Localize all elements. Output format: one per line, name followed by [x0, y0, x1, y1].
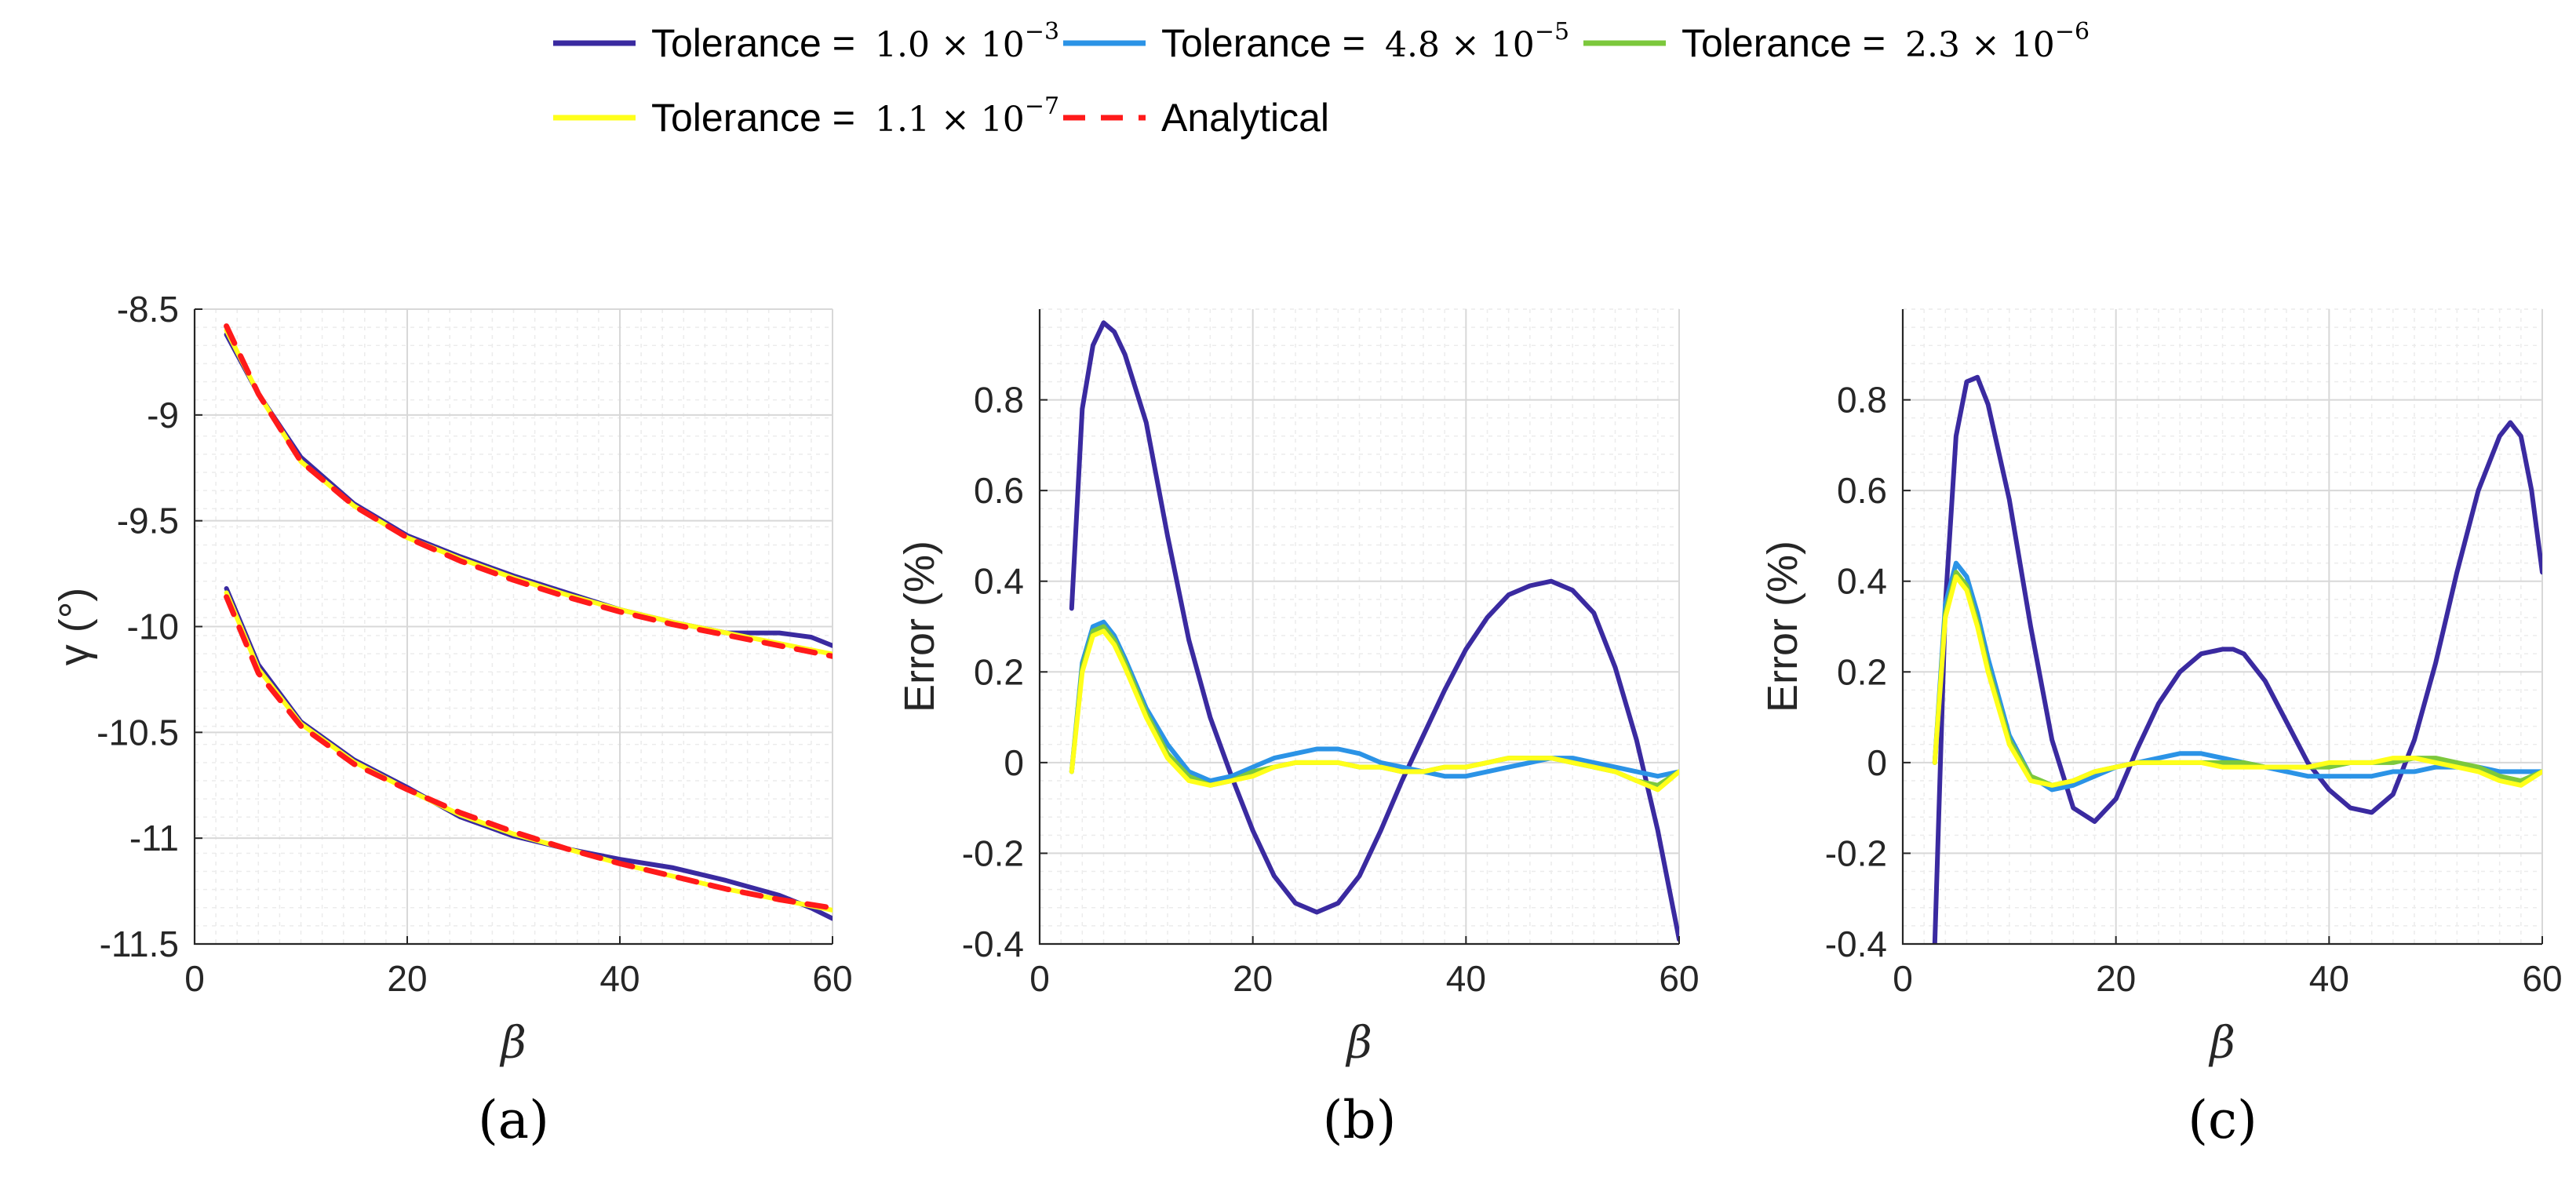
x-tick-label: 40 — [1446, 958, 1486, 999]
legend-entry: Analytical — [1063, 96, 1329, 140]
y-tick-label: 0.8 — [974, 380, 1024, 421]
legend-label: Analytical — [1161, 96, 1329, 140]
y-tick-label: -0.4 — [1825, 924, 1887, 964]
grid — [194, 308, 833, 945]
legend-math: 2.3 × 10−6 — [1905, 18, 2090, 65]
series-group — [1069, 320, 1679, 942]
x-tick-label: 60 — [2522, 958, 2562, 999]
y-tick-label: 0.6 — [974, 470, 1024, 511]
y-tick-label: 0.2 — [974, 651, 1024, 692]
x-tick-label: 20 — [387, 958, 427, 999]
series-line — [1069, 320, 1679, 942]
legend-entry: Tolerance = 1.1 × 10−7 — [553, 93, 1059, 140]
x-tick-label: 0 — [1893, 958, 1913, 999]
x-tick-label: 40 — [2309, 958, 2349, 999]
y-axis-label: Error (%) — [896, 541, 943, 712]
y-axis-label: Error (%) — [1759, 541, 1806, 712]
x-axis-label: β — [499, 1018, 526, 1069]
y-tick-label: 0.4 — [974, 561, 1024, 602]
chart-panel: 0 20 40 60 -0.4 -0.2 0 0.2 0.4 0.6 0.8 β Error (%) (b… — [896, 308, 1700, 1150]
series-line — [224, 594, 833, 911]
legend-math: 4.8 × 10−5 — [1385, 18, 1569, 65]
chart-panel: 0 20 40 60 -11.5 -11 -10.5 -10 -9.5 -9 -8.5 β γ (°) (… — [51, 289, 853, 1150]
y-tick-label: -9 — [147, 395, 179, 435]
chart-panels: 0 20 40 60 -11.5 -11 -10.5 -10 -9.5 -9 -8.5 β γ (°) (… — [51, 289, 2563, 1150]
series-line — [224, 328, 833, 657]
y-tick-label: -8.5 — [117, 289, 179, 330]
legend: Tolerance = 1.0 × 10−3 Tolerance = 4.8 × 10… — [553, 18, 2090, 140]
series-line — [1069, 619, 1679, 783]
x-tick-label: 0 — [1029, 958, 1050, 999]
y-tick-label: 0 — [1867, 742, 1887, 783]
series-group — [1932, 374, 2542, 944]
y-tick-label: -9.5 — [117, 501, 179, 541]
legend-math: 1.0 × 10−3 — [875, 18, 1059, 65]
y-tick-label: -11.5 — [100, 924, 179, 964]
legend-math: 1.1 × 10−7 — [875, 93, 1059, 140]
x-tick-label: 60 — [812, 958, 852, 999]
x-tick-label: 40 — [599, 958, 639, 999]
y-tick-label: -0.4 — [962, 924, 1024, 964]
y-tick-label: -10.5 — [97, 712, 179, 753]
y-tick-label: -0.2 — [1825, 833, 1887, 873]
y-axis-label: γ (°) — [51, 588, 98, 666]
legend-label: Tolerance = — [651, 21, 855, 65]
x-axis-label: β — [1345, 1018, 1372, 1069]
legend-entry: Tolerance = 1.0 × 10−3 — [553, 18, 1059, 65]
y-tick-label: 0 — [1004, 742, 1024, 783]
x-axis-label: β — [2208, 1018, 2235, 1069]
series-line — [1932, 374, 2542, 944]
legend-label: Tolerance = — [651, 96, 855, 140]
series-line — [1932, 574, 2542, 788]
legend-entry: Tolerance = 4.8 × 10−5 — [1063, 18, 1569, 65]
legend-label: Tolerance = — [1682, 21, 1886, 65]
legend-entry: Tolerance = 2.3 × 10−6 — [1583, 18, 2090, 65]
series-line — [1069, 629, 1679, 793]
y-tick-label: 0.8 — [1837, 380, 1887, 421]
chart-panel: 0 20 40 60 -0.4 -0.2 0 0.2 0.4 0.6 0.8 β Error (%) (c… — [1759, 308, 2563, 1150]
x-tick-label: 0 — [184, 958, 205, 999]
x-tick-label: 20 — [1233, 958, 1273, 999]
panel-label: (a) — [478, 1090, 549, 1150]
panel-label: (c) — [2188, 1090, 2257, 1150]
grid — [1039, 308, 1680, 945]
y-tick-label: -0.2 — [962, 833, 1024, 873]
y-tick-label: 0.4 — [1837, 561, 1887, 602]
y-tick-label: -11 — [129, 818, 179, 858]
x-tick-label: 20 — [2096, 958, 2136, 999]
y-tick-label: 0.6 — [1837, 470, 1887, 511]
y-tick-label: 0.2 — [1837, 651, 1887, 692]
y-tick-label: -10 — [127, 607, 179, 647]
panel-label: (b) — [1323, 1090, 1397, 1150]
legend-label: Tolerance = — [1161, 21, 1365, 65]
grid — [1902, 308, 2543, 945]
series-group — [224, 323, 833, 921]
series-line — [224, 323, 833, 659]
x-tick-label: 60 — [1659, 958, 1699, 999]
